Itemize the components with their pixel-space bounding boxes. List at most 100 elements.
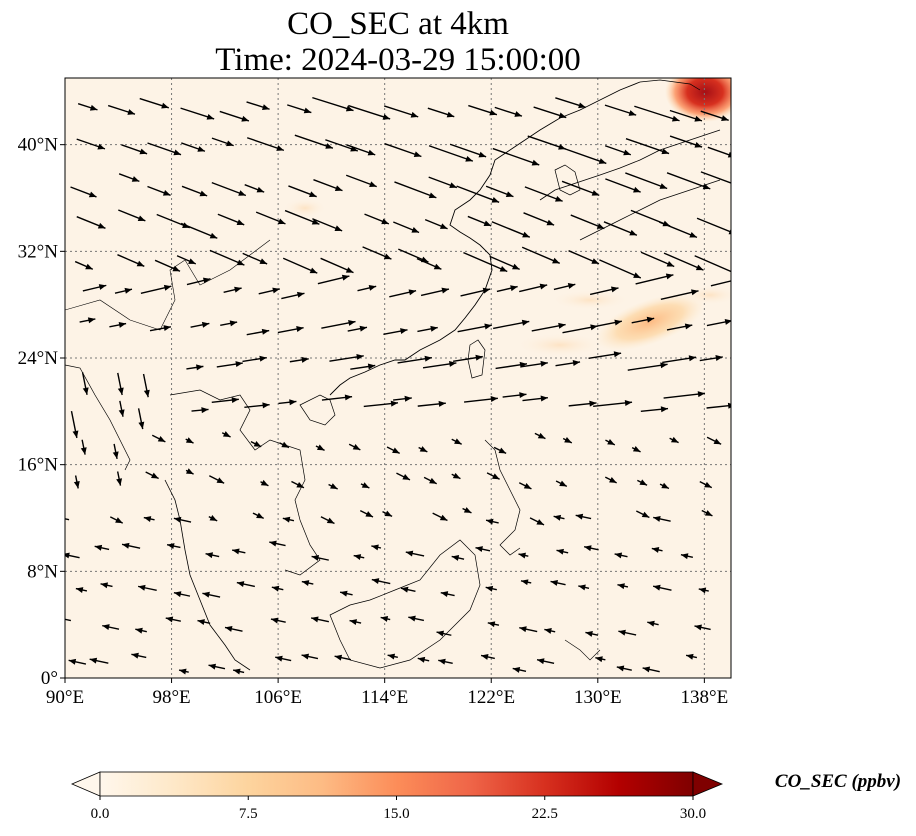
wind-arrow-head: [97, 143, 105, 150]
wind-arrow-head: [653, 584, 661, 591]
wind-arrow-head: [559, 480, 567, 487]
wind-arrow-head: [387, 653, 396, 660]
wind-arrow-head: [82, 387, 89, 395]
wind-arrow-shaft: [696, 217, 731, 233]
wind-arrow-head: [356, 353, 364, 360]
wind-arrow-shaft: [625, 172, 668, 190]
y-tick-label: 16°N: [18, 455, 59, 476]
wind-arrow-head: [680, 553, 689, 560]
wind-arrow-head: [201, 321, 210, 328]
wind-arrow-head: [341, 274, 350, 281]
wind-arrow-head: [334, 225, 343, 231]
wind-arrow-head: [365, 511, 374, 517]
wind-arrow-head: [296, 481, 304, 488]
wind-arrow-head: [206, 113, 215, 120]
wind-arrow-head: [400, 586, 409, 593]
wind-arrow-head: [483, 220, 492, 227]
x-tick-label: 106°E: [254, 687, 302, 708]
wind-arrow-head: [188, 258, 196, 264]
wind-arrow-head: [482, 287, 491, 294]
wind-arrow-head: [463, 507, 472, 513]
wind-arrow-head: [371, 578, 380, 584]
wind-arrow-head: [261, 328, 270, 335]
wind-arrow-head: [326, 517, 335, 524]
wind-arrow-head: [688, 355, 697, 362]
wind-arrow-head: [613, 351, 622, 358]
wind-arrow-head: [72, 430, 79, 438]
map-title: CO_SEC at 4km: [287, 6, 509, 42]
wind-arrow-head: [85, 263, 93, 270]
wind-arrow-head: [671, 115, 680, 122]
wind-arrow-head: [556, 548, 564, 555]
wind-arrow-head: [485, 585, 494, 592]
wind-arrow-head: [629, 229, 637, 236]
wind-arrow-head: [353, 554, 362, 560]
wind-arrow-head: [135, 627, 143, 634]
wind-arrow-head: [518, 552, 526, 559]
wind-arrow-head: [475, 354, 483, 361]
wind-arrow-head: [484, 323, 492, 330]
wind-arrow-head: [241, 115, 249, 122]
wind-arrow-head: [131, 176, 140, 182]
wind-arrow-head: [436, 630, 445, 637]
wind-arrow-head: [686, 653, 694, 660]
wind-arrow-head: [73, 480, 80, 489]
wind-arrow-head: [704, 481, 712, 488]
wind-arrow-head: [271, 585, 280, 592]
wind-arrow-head: [419, 446, 428, 452]
x-tick-label: 98°E: [152, 687, 190, 708]
wind-arrow-head: [269, 540, 277, 547]
wind-arrow-head: [661, 148, 670, 155]
wind-arrow-head: [163, 284, 172, 291]
wind-arrow-head: [520, 579, 529, 586]
wind-arrow-head: [139, 148, 148, 155]
wind-arrow-head: [404, 395, 412, 402]
wind-arrow-head: [452, 472, 461, 479]
wind-arrow-head: [359, 325, 368, 332]
wind-arrow-head: [546, 219, 555, 226]
wind-arrow-head: [167, 543, 175, 550]
wind-arrow-head: [553, 514, 562, 521]
wind-arrow-shaft: [348, 104, 391, 120]
wind-arrow-head: [596, 223, 605, 229]
wind-arrow-shaft: [700, 171, 731, 184]
wind-arrow-head: [721, 115, 729, 121]
wind-arrow-head: [172, 265, 181, 272]
wind-arrow-head: [253, 440, 262, 447]
wind-arrow-head: [185, 437, 194, 444]
wind-arrow-head: [564, 437, 572, 443]
wind-arrow-head: [727, 151, 731, 158]
wind-arrow-head: [392, 447, 400, 454]
wind-arrow-head: [381, 218, 389, 225]
wind-arrow-head: [236, 259, 245, 266]
wind-arrow-head: [124, 287, 132, 294]
wind-arrow-head: [202, 591, 210, 598]
wind-arrow-head: [610, 286, 619, 293]
wind-arrow-head: [408, 615, 416, 622]
wind-arrow-head: [567, 283, 576, 289]
wind-arrow-head: [380, 616, 389, 622]
wind-arrow-head: [499, 265, 508, 272]
wind-arrow-head: [138, 421, 145, 430]
wind-arrow-head: [309, 267, 318, 274]
wind-arrow-head: [226, 140, 234, 147]
wind-arrow-head: [311, 616, 319, 623]
wind-arrow-head: [276, 145, 284, 151]
wind-arrow-head: [205, 552, 214, 559]
wind-arrow-head: [405, 550, 414, 557]
wind-arrow-head: [478, 151, 487, 158]
wind-arrow-shaft: [666, 172, 711, 190]
colorbar-tick-label: 7.5: [239, 806, 258, 822]
wind-arrow-shaft: [694, 255, 731, 273]
wind-arrow-head: [330, 483, 338, 490]
wind-arrow-head: [665, 273, 674, 280]
wind-arrow-head: [578, 584, 586, 591]
wind-arrow-head: [202, 277, 211, 284]
x-tick-label: 90°E: [46, 687, 84, 708]
wind-arrow-head: [689, 231, 697, 238]
wind-arrow-head: [646, 316, 655, 323]
wind-arrow-head: [510, 285, 518, 292]
wind-arrow-head: [102, 624, 110, 631]
wind-arrow-head: [498, 447, 507, 454]
